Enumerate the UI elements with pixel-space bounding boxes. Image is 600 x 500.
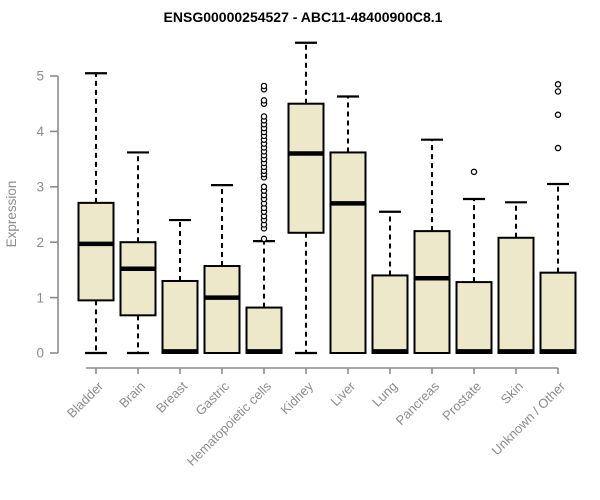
- box-lung: [371, 210, 409, 354]
- y-tick-label: 1: [36, 290, 44, 305]
- box-skin: [497, 201, 535, 355]
- y-tick-label: 3: [36, 180, 44, 195]
- outlier-point: [470, 168, 478, 176]
- y-tick-label: 4: [36, 124, 44, 139]
- iqr-box: [539, 271, 577, 355]
- outlier-point: [260, 82, 268, 90]
- iqr-box: [413, 230, 451, 354]
- box-gastric: [203, 184, 241, 354]
- outlier-point: [260, 235, 268, 243]
- iqr-box: [203, 265, 241, 354]
- iqr-box: [77, 201, 115, 302]
- boxplot-series: [77, 41, 577, 355]
- outlier-point: [260, 113, 268, 120]
- box-unknown-other: [539, 81, 577, 355]
- box-brain: [119, 151, 157, 355]
- iqr-box: [497, 236, 535, 355]
- y-axis-label: Expression: [4, 181, 19, 248]
- iqr-box: [329, 151, 367, 354]
- box-prostate: [455, 168, 493, 355]
- iqr-box: [371, 274, 409, 354]
- box-bladder: [77, 72, 115, 355]
- outlier-point: [554, 144, 562, 152]
- y-tick-label: 5: [36, 69, 44, 84]
- outlier-point: [260, 97, 268, 104]
- box-liver: [329, 95, 367, 354]
- outlier-point: [554, 88, 562, 95]
- outlier-point: [260, 183, 268, 191]
- iqr-box: [245, 306, 283, 354]
- y-tick-label: 0: [36, 346, 44, 361]
- box-kidney: [287, 41, 325, 355]
- outlier-point: [554, 81, 562, 88]
- box-hematopoietic-cells: [245, 82, 283, 354]
- y-tick-label: 2: [36, 235, 44, 250]
- iqr-box: [455, 281, 493, 355]
- outlier-point: [554, 111, 562, 119]
- iqr-box: [119, 241, 157, 317]
- iqr-box: [161, 279, 199, 355]
- iqr-box: [287, 102, 325, 234]
- box-pancreas: [413, 138, 451, 354]
- box-breast: [161, 218, 199, 355]
- chart-title: ENSG00000254527 - ABC11-48400900C8.1: [164, 9, 443, 25]
